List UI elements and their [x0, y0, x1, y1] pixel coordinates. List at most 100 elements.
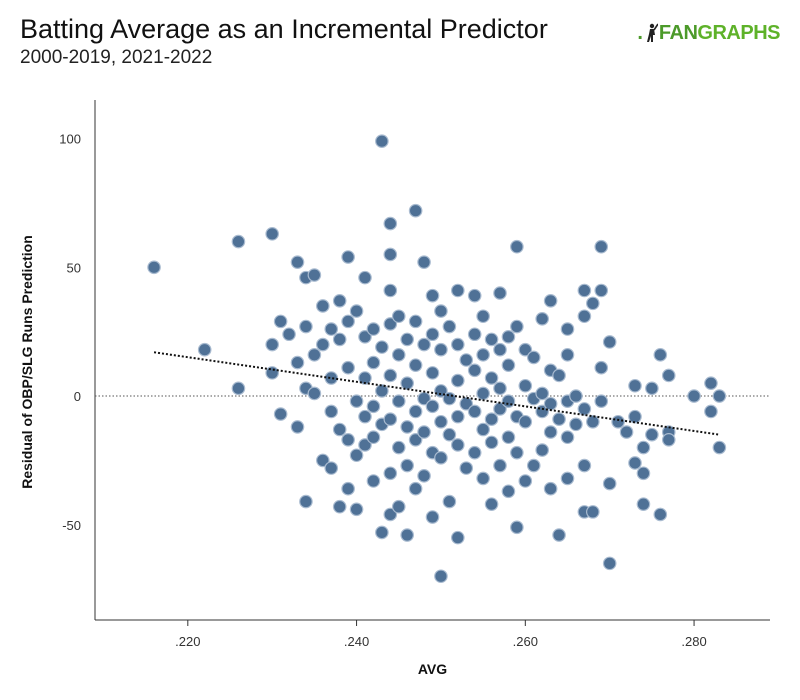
data-point: [375, 340, 389, 354]
data-point: [493, 458, 507, 473]
data-point: [332, 422, 347, 437]
data-point: [518, 414, 533, 429]
data-point: [577, 402, 592, 416]
data-point: [451, 283, 465, 298]
logo-word-fan: FAN: [658, 21, 698, 44]
data-point: [425, 327, 440, 342]
data-point: [408, 203, 423, 218]
trendline-segment: [153, 351, 720, 436]
data-point: [594, 239, 609, 254]
data-point: [265, 227, 279, 241]
data-point: [349, 304, 364, 318]
data-point: [518, 378, 533, 393]
data-point: [712, 389, 727, 403]
data-point: [282, 327, 296, 342]
data-point: [467, 363, 482, 378]
data-point: [543, 293, 558, 308]
data-point: [290, 420, 305, 434]
data-point: [307, 268, 322, 282]
data-point: [324, 322, 339, 336]
data-point: [391, 348, 406, 362]
data-point: [510, 445, 524, 460]
data-point: [602, 335, 617, 349]
data-point: [577, 283, 592, 298]
data-point: [425, 399, 440, 414]
data-point: [451, 337, 465, 352]
data-point: [560, 430, 575, 445]
data-point: [526, 458, 541, 473]
data-point: [552, 412, 566, 427]
data-point: [434, 342, 448, 357]
chart-subtitle: 2000-2019, 2021-2022: [20, 47, 213, 68]
data-point: [459, 461, 474, 475]
data-point: [341, 433, 355, 447]
data-point: [569, 389, 583, 403]
data-point: [349, 394, 364, 408]
data-point: [451, 530, 465, 545]
x-tick-label: .260: [513, 634, 538, 649]
data-point: [383, 283, 398, 298]
logo-dot: .: [637, 22, 643, 44]
data-point: [636, 440, 651, 455]
data-point: [324, 404, 339, 419]
data-point: [383, 507, 398, 522]
data-point: [231, 381, 246, 396]
data-point: [493, 286, 507, 300]
data-point: [332, 499, 347, 514]
data-point: [501, 430, 516, 445]
fangraphs-logo: . FAN GRAPHS: [637, 22, 780, 44]
data-point: [434, 451, 448, 465]
data-point: [636, 497, 651, 511]
data-point: [290, 355, 305, 370]
data-point: [510, 319, 524, 334]
data-point: [645, 427, 659, 442]
data-point: [341, 250, 355, 264]
data-point: [661, 433, 676, 447]
data-point: [476, 309, 490, 324]
data-point: [518, 342, 533, 357]
data-point: [619, 425, 634, 439]
data-point: [467, 445, 482, 460]
data-point: [569, 417, 583, 432]
data-point: [560, 471, 575, 486]
data-point: [510, 520, 524, 535]
data-point: [636, 466, 651, 481]
data-point: [451, 438, 465, 452]
data-point: [391, 309, 406, 324]
data-point: [358, 409, 372, 424]
data-point: [442, 494, 457, 509]
data-point: [661, 368, 676, 383]
data-point: [586, 414, 600, 429]
axes: -50 0 50 100 .220 .240 .260 .280: [59, 100, 770, 649]
data-point: [400, 458, 414, 473]
data-point: [408, 358, 423, 372]
data-point: [484, 497, 499, 511]
data-point: [400, 376, 414, 390]
data-point: [501, 394, 516, 408]
data-point: [476, 422, 490, 437]
data-point: [400, 528, 414, 542]
data-point: [417, 337, 431, 352]
data-point: [341, 314, 355, 329]
data-point: [425, 366, 440, 380]
data-point: [408, 433, 423, 447]
data-point: [442, 319, 457, 334]
data-point: [383, 317, 398, 331]
data-point: [526, 350, 541, 365]
data-point: [434, 414, 448, 429]
data-point: [493, 381, 507, 396]
data-point: [501, 330, 516, 344]
chart-title: Batting Average as an Incremental Predic…: [20, 14, 548, 44]
data-point: [602, 476, 617, 491]
data-point: [552, 368, 566, 383]
data-point: [316, 337, 330, 352]
data-point: [535, 312, 549, 326]
data-point: [535, 443, 549, 457]
data-point: [484, 435, 499, 450]
data-point: [459, 353, 474, 367]
data-point: [391, 499, 406, 514]
data-point: [628, 378, 642, 393]
data-point: [501, 484, 516, 499]
data-point: [299, 494, 313, 509]
x-tick-label: .240: [344, 634, 369, 649]
